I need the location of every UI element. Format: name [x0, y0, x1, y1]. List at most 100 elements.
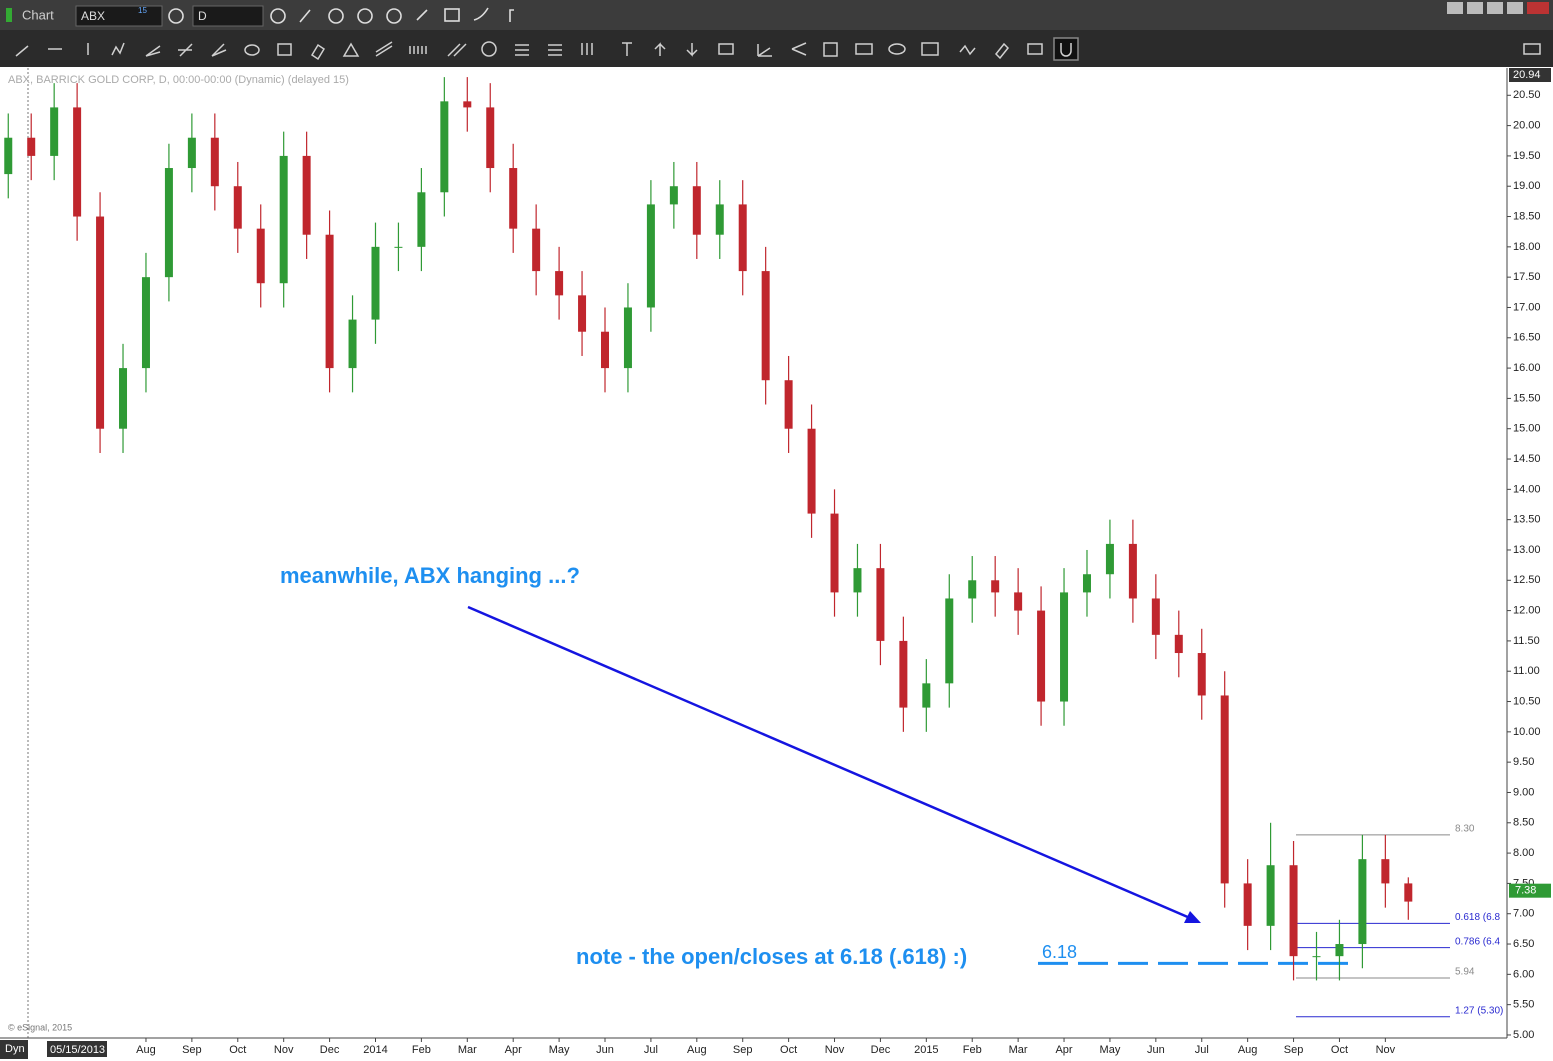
tool-icon[interactable] [1053, 37, 1079, 61]
y-tick-label: 20.00 [1513, 120, 1541, 132]
top-price-label: 20.94 [1513, 69, 1541, 81]
candle-body [233, 186, 242, 229]
tool-icon[interactable] [447, 43, 467, 57]
x-tick-label: Nov [825, 1044, 845, 1056]
candle-body [738, 204, 747, 272]
tool-icon[interactable] [145, 45, 161, 57]
tool-icon[interactable] [416, 9, 428, 21]
candle-body [1060, 592, 1069, 702]
y-tick-label: 18.50 [1513, 210, 1541, 222]
tool-icon[interactable] [473, 7, 489, 21]
x-tick-label: Nov [1376, 1044, 1396, 1056]
tool-icon[interactable] [791, 42, 807, 56]
candle-body [371, 246, 380, 320]
window-button[interactable] [1467, 2, 1483, 14]
tool-icon[interactable] [168, 8, 184, 24]
tool-icon[interactable] [581, 43, 593, 55]
tool-icon[interactable] [277, 43, 292, 56]
candle-body [164, 168, 173, 278]
tool-icon[interactable] [515, 44, 529, 56]
candle-body [807, 428, 816, 514]
y-tick-label: 19.00 [1513, 180, 1541, 192]
tool-icon[interactable] [244, 44, 260, 56]
x-tick-label: Aug [1238, 1044, 1258, 1056]
window-button[interactable] [1447, 2, 1463, 14]
tool-icon[interactable] [823, 42, 838, 57]
window-button[interactable] [1527, 2, 1549, 14]
legend-text: ABX, BARRICK GOLD CORP, D, 00:00-00:00 (… [8, 74, 349, 86]
tool-icon[interactable] [959, 44, 976, 56]
tool-icon[interactable] [921, 42, 939, 56]
axis-layer: 5.005.506.006.507.007.508.008.509.009.50… [136, 68, 1551, 1056]
tool-icon[interactable] [375, 41, 393, 57]
tool-icon[interactable] [1027, 43, 1043, 55]
tool-icon[interactable] [409, 46, 427, 54]
tool-icon[interactable] [299, 9, 311, 23]
annotation: meanwhile, ABX hanging ...? [280, 563, 580, 588]
tool-icon[interactable] [481, 41, 497, 57]
tool-icon[interactable] [444, 8, 460, 22]
interval: D [198, 9, 207, 23]
window-button[interactable] [1507, 2, 1523, 14]
tool-icon[interactable] [622, 42, 632, 56]
x-tick-label: Aug [687, 1044, 707, 1056]
y-tick-label: 6.50 [1513, 938, 1534, 950]
y-tick-label: 11.00 [1513, 665, 1540, 677]
start-date-box [47, 1041, 107, 1057]
app-title: Chart [22, 7, 54, 22]
candle-body [669, 186, 678, 205]
y-tick-label: 19.50 [1513, 150, 1541, 162]
y-tick-label: 13.50 [1513, 514, 1541, 526]
tool-icon[interactable] [357, 8, 373, 24]
tool-icon[interactable] [509, 9, 514, 22]
tool-icon[interactable] [718, 43, 734, 55]
tool-icon[interactable] [270, 8, 286, 24]
candle-body [1266, 865, 1275, 926]
candle-body [1335, 944, 1344, 957]
interval-box[interactable] [192, 5, 264, 27]
tool-icon[interactable] [111, 42, 125, 56]
tool-icon[interactable] [211, 43, 227, 57]
tool-icon[interactable] [855, 43, 873, 55]
tool-icon[interactable] [757, 44, 772, 57]
mode-box[interactable] [0, 1040, 28, 1059]
annotation: note - the open/closes at 6.18 (.618) :) [576, 944, 967, 969]
tool-icon[interactable] [686, 43, 698, 57]
x-tick-label: Jul [1195, 1044, 1209, 1056]
tool-icon[interactable] [994, 42, 1010, 60]
candle-body [141, 277, 150, 369]
tool-icon[interactable] [888, 43, 906, 55]
candle-body [1128, 543, 1137, 599]
tool-icon[interactable] [654, 42, 666, 56]
candle-body [784, 380, 793, 429]
symbol-box[interactable] [75, 5, 163, 27]
toolbar [0, 30, 1553, 67]
candle-body [1014, 592, 1023, 611]
symbol-badge: 15 [138, 6, 147, 15]
y-tick-label: 12.00 [1513, 605, 1541, 617]
y-tick-label: 10.50 [1513, 695, 1541, 707]
y-tick-label: 16.50 [1513, 332, 1541, 344]
tool-icon[interactable] [15, 45, 29, 57]
tool-icon[interactable] [178, 43, 193, 57]
candle-body [463, 101, 472, 108]
last-price-box [1509, 883, 1551, 898]
window-button[interactable] [1487, 2, 1503, 14]
y-tick-label: 17.00 [1513, 301, 1541, 313]
level-label: 5.94 [1455, 967, 1475, 978]
tool-icon[interactable] [328, 8, 344, 24]
tool-icon[interactable] [1523, 43, 1541, 55]
candle-body [968, 580, 977, 599]
tool-icon[interactable] [548, 44, 562, 56]
tool-icon[interactable] [1060, 43, 1072, 57]
x-tick-label: Oct [229, 1044, 246, 1056]
tool-icon[interactable] [386, 8, 402, 24]
top-price-box [1509, 68, 1551, 82]
x-tick-label: Dec [871, 1044, 891, 1056]
tool-icon[interactable] [310, 43, 326, 61]
x-tick-label: Sep [733, 1044, 753, 1056]
tool-icon[interactable] [342, 42, 360, 57]
candle-body [1220, 695, 1229, 884]
